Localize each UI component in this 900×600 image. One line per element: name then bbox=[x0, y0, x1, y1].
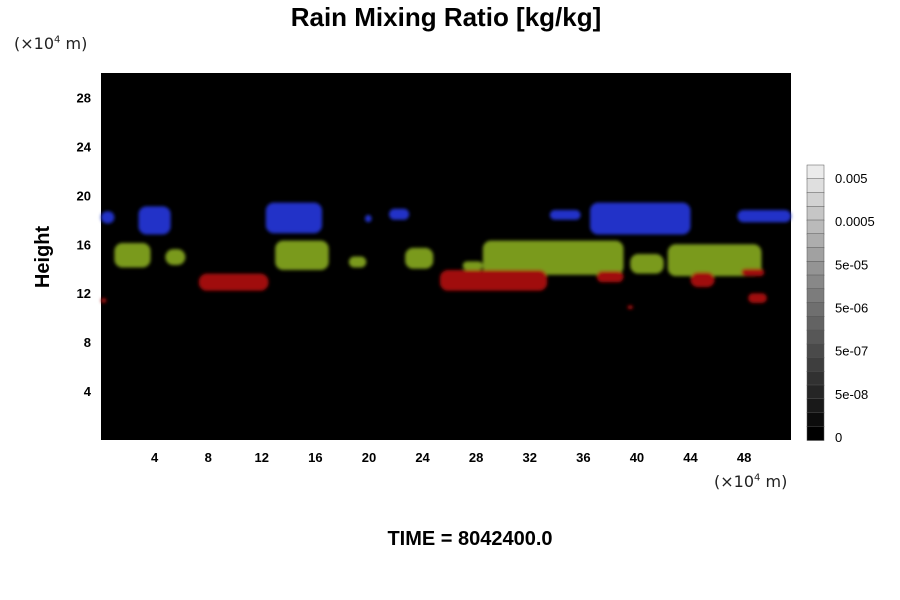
colorbar-step bbox=[806, 247, 825, 262]
y-unit-exponent: 4 bbox=[54, 34, 61, 46]
colorbar-label: 0 bbox=[835, 430, 842, 445]
rain-feature bbox=[630, 254, 664, 274]
x-tick-labels: 4 8 12 16 20 24 28 32 36 40 44 48 bbox=[151, 450, 751, 465]
rain-feature bbox=[482, 240, 624, 275]
x-tick-label: 24 bbox=[415, 450, 430, 465]
x-tick-label: 48 bbox=[737, 450, 751, 465]
y-tick-label: 28 bbox=[77, 90, 91, 105]
colorbar-step bbox=[806, 357, 825, 372]
rain-feature bbox=[114, 243, 151, 268]
rain-feature bbox=[549, 210, 581, 220]
rain-feature bbox=[198, 273, 269, 291]
colorbar-label: 5e-06 bbox=[835, 301, 868, 316]
colorbar-step bbox=[806, 412, 825, 427]
x-tick-label: 40 bbox=[630, 450, 644, 465]
y-tick-labels: 4 8 12 16 20 24 28 bbox=[77, 90, 92, 399]
x-tick-label: 8 bbox=[205, 450, 212, 465]
colorbar-label: 5e-08 bbox=[835, 387, 868, 402]
colorbar-step bbox=[806, 274, 825, 290]
colorbar-step bbox=[806, 384, 825, 400]
y-unit-tail: m) bbox=[60, 34, 88, 53]
x-tick-label: 12 bbox=[255, 450, 269, 465]
rain-feature bbox=[748, 293, 767, 303]
x-tick-label: 16 bbox=[308, 450, 322, 465]
rain-feature bbox=[275, 240, 329, 270]
rain-feature bbox=[101, 298, 107, 303]
rain-feature bbox=[265, 202, 323, 234]
colorbar-step bbox=[806, 371, 825, 386]
colorbar-step bbox=[806, 178, 825, 194]
x-tick-label: 32 bbox=[523, 450, 537, 465]
rain-feature bbox=[596, 271, 624, 283]
rain-feature bbox=[364, 214, 372, 223]
rain-feature bbox=[405, 247, 434, 269]
colorbar-step bbox=[806, 164, 825, 180]
rain-feature bbox=[389, 208, 410, 220]
x-tick-label: 44 bbox=[683, 450, 698, 465]
colorbar-step bbox=[806, 398, 825, 414]
colorbar-label: 5e-07 bbox=[835, 344, 868, 359]
y-axis-unit-label: (×104 m) bbox=[14, 34, 87, 53]
colorbar-step bbox=[806, 261, 825, 276]
rain-feature bbox=[439, 269, 548, 291]
colorbar: 0.005 0.0005 5e-05 5e-06 5e-07 5e-08 0 bbox=[806, 164, 875, 445]
colorbar-step bbox=[806, 329, 825, 345]
rain-feature bbox=[590, 202, 691, 235]
colorbar-label: 5e-05 bbox=[835, 257, 868, 272]
colorbar-label: 0.0005 bbox=[835, 214, 875, 229]
y-unit-text: (×10 bbox=[14, 34, 55, 53]
x-tick-label: 4 bbox=[151, 450, 159, 465]
y-tick-label: 8 bbox=[84, 335, 91, 350]
rain-feature bbox=[348, 256, 367, 268]
colorbar-step bbox=[806, 316, 825, 331]
rain-feature bbox=[101, 211, 115, 224]
y-tick-label: 20 bbox=[77, 188, 91, 203]
colorbar-step bbox=[806, 192, 825, 207]
time-label: TIME = 8042400.0 bbox=[387, 528, 553, 550]
y-tick-label: 24 bbox=[77, 139, 92, 154]
x-axis-unit-label: (×104 m) bbox=[714, 472, 787, 491]
colorbar-step bbox=[806, 206, 825, 221]
rain-feature bbox=[627, 305, 633, 310]
colorbar-step bbox=[806, 233, 825, 249]
colorbar-step bbox=[806, 302, 825, 317]
rain-feature bbox=[690, 272, 715, 288]
colorbar-label: 0.005 bbox=[835, 171, 868, 186]
x-unit-tail: m) bbox=[760, 472, 788, 491]
colorbar-step bbox=[806, 219, 825, 235]
y-tick-label: 16 bbox=[77, 237, 91, 252]
y-tick-label: 4 bbox=[84, 384, 92, 399]
rain-feature bbox=[737, 210, 791, 223]
colorbar-step bbox=[806, 288, 825, 304]
rain-features bbox=[101, 202, 791, 310]
x-unit-exponent: 4 bbox=[754, 472, 761, 484]
colorbar-step bbox=[806, 343, 825, 359]
rain-feature bbox=[138, 206, 171, 235]
chart-title: Rain Mixing Ratio [kg/kg] bbox=[290, 2, 602, 32]
y-tick-label: 12 bbox=[77, 286, 91, 301]
rain-feature bbox=[462, 261, 483, 270]
x-tick-label: 36 bbox=[576, 450, 590, 465]
rain-feature bbox=[165, 249, 186, 266]
x-tick-label: 20 bbox=[362, 450, 376, 465]
x-unit-text: (×10 bbox=[714, 472, 755, 491]
colorbar-step bbox=[806, 426, 825, 441]
rain-feature bbox=[667, 244, 762, 277]
rain-feature bbox=[741, 268, 765, 277]
x-tick-label: 28 bbox=[469, 450, 483, 465]
